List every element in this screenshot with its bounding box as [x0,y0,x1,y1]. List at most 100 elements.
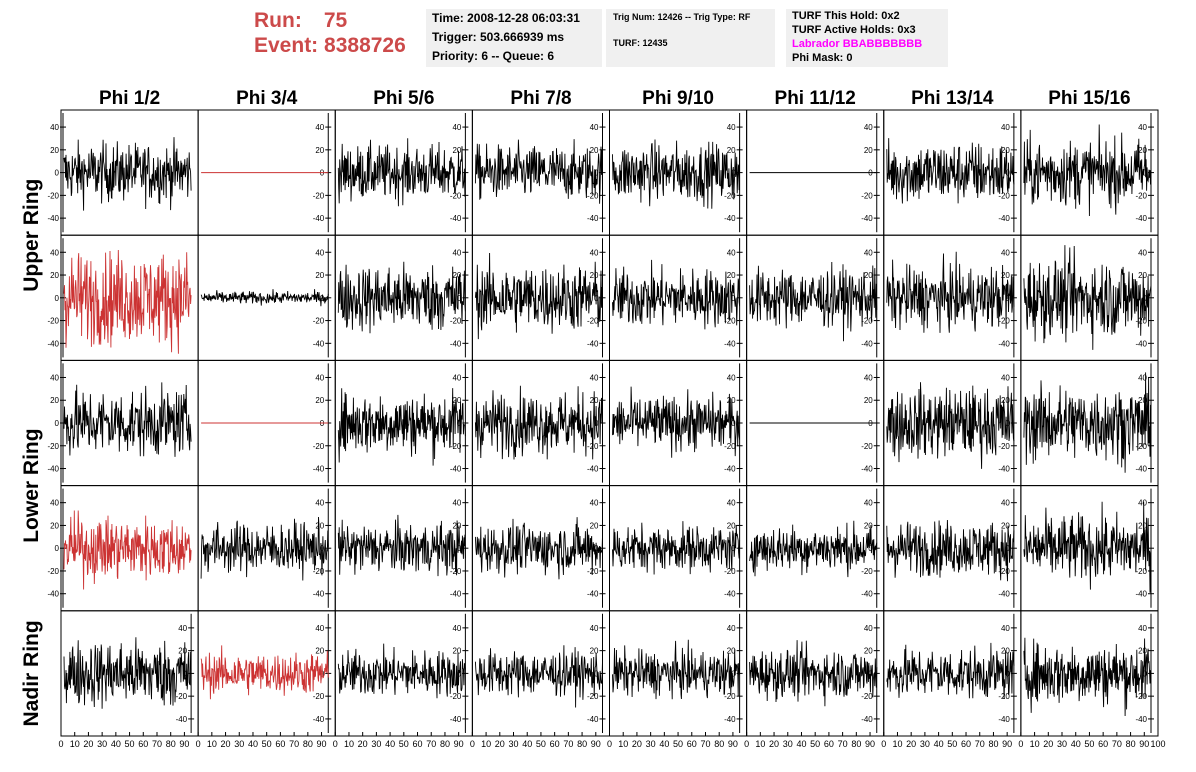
y-tick-label: 20 [1138,146,1147,155]
x-tick-label: 50 [1084,739,1094,749]
y-tick-label: -20 [1135,191,1147,200]
y-tick-label: -40 [724,715,736,724]
y-tick-label: 40 [727,123,736,132]
y-tick-label: 20 [590,647,599,656]
y-tick-label: 40 [727,248,736,257]
waveform-line [886,251,1015,333]
waveform-line [612,139,741,209]
x-tick-label: 40 [385,739,395,749]
y-tick-label: -40 [998,590,1010,599]
waveform-line [337,138,466,207]
x-tick-label: 10 [207,739,217,749]
x-tick-label: 0 [881,739,886,749]
x-tick-label: 40 [522,739,532,749]
waveform-line [337,261,466,334]
y-tick-label: 20 [315,521,324,530]
column-header: Phi 15/16 [1048,88,1130,109]
waveform-line [63,137,192,211]
run-event-block: Run: 75 Event: 8388726 [254,8,406,58]
y-tick-label: 20 [1001,271,1010,280]
y-tick-label: 20 [178,647,187,656]
x-tick-label: 40 [248,739,258,749]
y-tick-label: -20 [450,191,462,200]
turf-info-box: TURF This Hold: 0x2 TURF Active Holds: 0… [786,9,948,67]
y-tick-label: -20 [998,191,1010,200]
trig-num-text: Trig Num: 12426 -- Trig Type: RF [613,12,751,22]
y-tick-label: 40 [1138,373,1147,382]
y-tick-label: -20 [1135,317,1147,326]
y-tick-label: -20 [450,442,462,451]
y-tick-label: -20 [724,317,736,326]
row-group-label: Nadir Ring [20,620,43,726]
y-tick-label: 20 [590,521,599,530]
y-tick-label: 0 [731,294,736,303]
y-tick-label: -20 [176,692,188,701]
x-tick-label: 50 [536,739,546,749]
x-tick-label: 30 [234,739,244,749]
y-tick-label: -40 [47,590,59,599]
y-tick-label: -40 [47,465,59,474]
y-tick-label: -20 [587,692,599,701]
x-tick-label: 60 [824,739,834,749]
y-tick-label: -40 [176,715,188,724]
x-tick-label: 70 [289,739,299,749]
column-header: Phi 9/10 [642,88,714,109]
y-tick-label: 40 [315,123,324,132]
y-tick-label: -40 [313,214,325,223]
y-tick-label: -40 [587,465,599,474]
x-tick-label: 10 [481,739,491,749]
y-tick-label: 0 [594,169,599,178]
x-tick-label: 90 [179,739,189,749]
x-tick-label: 90 [591,739,601,749]
x-tick-label: 50 [262,739,272,749]
x-tick-label: 10 [618,739,628,749]
x-tick-label: 80 [1126,739,1136,749]
x-tick-label: 60 [138,739,148,749]
y-tick-label: 0 [868,544,873,553]
y-tick-label: -20 [861,692,873,701]
y-tick-label: 20 [452,271,461,280]
x-tick-label: 90 [1002,739,1012,749]
x-tick-label: 30 [920,739,930,749]
turf-active-holds-text: TURF Active Holds: 0x3 [792,24,916,36]
x-tick-label: 0 [744,739,749,749]
y-tick-label: 20 [50,396,59,405]
y-tick-label: -40 [724,590,736,599]
y-tick-label: 20 [50,271,59,280]
y-tick-label: -20 [47,317,59,326]
y-tick-label: -40 [450,214,462,223]
x-tick-label: 30 [509,739,519,749]
y-tick-label: 40 [864,499,873,508]
y-tick-label: 20 [315,271,324,280]
y-tick-label: 20 [50,521,59,530]
column-header: Phi 7/8 [510,88,571,109]
y-tick-label: -20 [313,442,325,451]
x-tick-label: 40 [934,739,944,749]
x-tick-label: 80 [577,739,587,749]
trig-info-box: Trig Num: 12426 -- Trig Type: RF TURF: 1… [606,9,775,67]
y-tick-label: -40 [861,339,873,348]
y-tick-label: 20 [727,521,736,530]
y-tick-label: -40 [47,214,59,223]
x-tick-label: 20 [358,739,368,749]
y-tick-label: 20 [590,271,599,280]
x-tick-label: 50 [399,739,409,749]
waveform-line [886,519,1015,582]
y-tick-label: 20 [1001,521,1010,530]
y-tick-label: -40 [1135,214,1147,223]
y-tick-label: 40 [1001,248,1010,257]
x-tick-label: 30 [783,739,793,749]
y-tick-label: -20 [313,191,325,200]
x-tick-label: 50 [673,739,683,749]
time-text: Time: 2008-12-28 06:03:31 [432,11,580,25]
x-tick-label: 90 [1139,739,1149,749]
y-tick-label: 20 [452,396,461,405]
x-tick-label: 40 [1071,739,1081,749]
y-tick-label: -40 [724,465,736,474]
waveform-line [886,382,1015,469]
waveform-line [612,521,741,575]
x-tick-label: 90 [317,739,327,749]
y-tick-label: 0 [457,544,462,553]
y-tick-label: 0 [457,669,462,678]
